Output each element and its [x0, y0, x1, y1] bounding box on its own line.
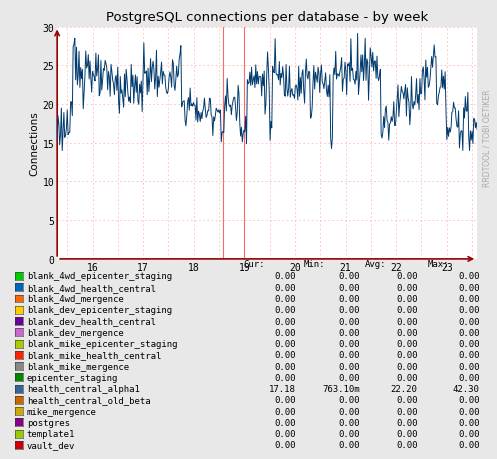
Text: 0.00: 0.00 [458, 272, 480, 281]
Text: 0.00: 0.00 [274, 373, 296, 382]
Text: blank_mike_health_central: blank_mike_health_central [27, 351, 161, 359]
Text: RRDTOOL / TOBI OETIKER: RRDTOOL / TOBI OETIKER [482, 89, 491, 186]
Text: 0.00: 0.00 [274, 306, 296, 314]
Text: 0.00: 0.00 [396, 441, 417, 449]
Text: 0.00: 0.00 [339, 328, 360, 337]
Text: 0.00: 0.00 [458, 396, 480, 404]
Text: 0.00: 0.00 [339, 429, 360, 438]
Text: 0.00: 0.00 [396, 306, 417, 314]
Text: 0.00: 0.00 [274, 407, 296, 416]
Text: blank_dev_health_central: blank_dev_health_central [27, 317, 156, 326]
Text: 0.00: 0.00 [396, 272, 417, 281]
Text: 0.00: 0.00 [274, 328, 296, 337]
Text: 0.00: 0.00 [339, 351, 360, 359]
Text: 0.00: 0.00 [458, 362, 480, 371]
Text: 0.00: 0.00 [339, 294, 360, 303]
Text: 0.00: 0.00 [458, 306, 480, 314]
Text: blank_mike_epicenter_staging: blank_mike_epicenter_staging [27, 339, 177, 348]
Text: 0.00: 0.00 [458, 294, 480, 303]
Text: 0.00: 0.00 [339, 407, 360, 416]
Text: 0.00: 0.00 [396, 373, 417, 382]
Text: 42.30: 42.30 [453, 384, 480, 393]
Text: 0.00: 0.00 [339, 283, 360, 292]
Text: 763.10m: 763.10m [323, 384, 360, 393]
Text: 0.00: 0.00 [396, 407, 417, 416]
Text: 0.00: 0.00 [274, 283, 296, 292]
Text: 0.00: 0.00 [339, 418, 360, 427]
Text: blank_dev_mergence: blank_dev_mergence [27, 328, 124, 337]
Text: vault_dev: vault_dev [27, 441, 75, 449]
Text: 0.00: 0.00 [396, 396, 417, 404]
Text: 0.00: 0.00 [396, 362, 417, 371]
Text: template1: template1 [27, 429, 75, 438]
Text: 0.00: 0.00 [458, 407, 480, 416]
Text: blank_4wd_epicenter_staging: blank_4wd_epicenter_staging [27, 272, 172, 281]
Text: 0.00: 0.00 [458, 418, 480, 427]
Text: blank_mike_mergence: blank_mike_mergence [27, 362, 129, 371]
Text: 0.00: 0.00 [339, 306, 360, 314]
Text: Cur:: Cur: [244, 259, 265, 268]
Text: 0.00: 0.00 [396, 418, 417, 427]
Text: mike_mergence: mike_mergence [27, 407, 97, 416]
Text: 0.00: 0.00 [458, 373, 480, 382]
Text: 0.00: 0.00 [458, 441, 480, 449]
Text: epicenter_staging: epicenter_staging [27, 373, 118, 382]
Text: 0.00: 0.00 [396, 339, 417, 348]
Text: 0.00: 0.00 [274, 294, 296, 303]
Text: 0.00: 0.00 [274, 429, 296, 438]
Text: 0.00: 0.00 [396, 328, 417, 337]
Text: health_central_alpha1: health_central_alpha1 [27, 384, 140, 393]
Text: 0.00: 0.00 [396, 429, 417, 438]
Text: 0.00: 0.00 [396, 351, 417, 359]
Text: 0.00: 0.00 [339, 339, 360, 348]
Text: health_central_old_beta: health_central_old_beta [27, 396, 151, 404]
Text: 0.00: 0.00 [274, 351, 296, 359]
Text: Max:: Max: [427, 259, 449, 268]
Text: 0.00: 0.00 [458, 351, 480, 359]
Text: 0.00: 0.00 [339, 272, 360, 281]
Text: 0.00: 0.00 [274, 339, 296, 348]
Text: 0.00: 0.00 [274, 272, 296, 281]
Y-axis label: Connections: Connections [30, 111, 40, 176]
Text: 0.00: 0.00 [396, 283, 417, 292]
Text: Min:: Min: [303, 259, 325, 268]
Text: 0.00: 0.00 [458, 429, 480, 438]
Text: 0.00: 0.00 [458, 283, 480, 292]
Text: 0.00: 0.00 [274, 441, 296, 449]
Text: 17.18: 17.18 [269, 384, 296, 393]
Text: 0.00: 0.00 [458, 328, 480, 337]
Text: 22.20: 22.20 [391, 384, 417, 393]
Text: blank_dev_epicenter_staging: blank_dev_epicenter_staging [27, 306, 172, 314]
Text: 0.00: 0.00 [274, 418, 296, 427]
Text: Avg:: Avg: [365, 259, 387, 268]
Title: PostgreSQL connections per database - by week: PostgreSQL connections per database - by… [106, 11, 428, 23]
Text: postgres: postgres [27, 418, 70, 427]
Text: 0.00: 0.00 [339, 362, 360, 371]
Text: 0.00: 0.00 [339, 373, 360, 382]
Text: 0.00: 0.00 [339, 317, 360, 326]
Text: 0.00: 0.00 [274, 362, 296, 371]
Text: 0.00: 0.00 [396, 317, 417, 326]
Text: 0.00: 0.00 [274, 396, 296, 404]
Text: blank_4wd_mergence: blank_4wd_mergence [27, 294, 124, 303]
Text: 0.00: 0.00 [396, 294, 417, 303]
Text: 0.00: 0.00 [458, 317, 480, 326]
Text: 0.00: 0.00 [339, 441, 360, 449]
Text: 0.00: 0.00 [458, 339, 480, 348]
Text: 0.00: 0.00 [339, 396, 360, 404]
Text: blank_4wd_health_central: blank_4wd_health_central [27, 283, 156, 292]
Text: 0.00: 0.00 [274, 317, 296, 326]
